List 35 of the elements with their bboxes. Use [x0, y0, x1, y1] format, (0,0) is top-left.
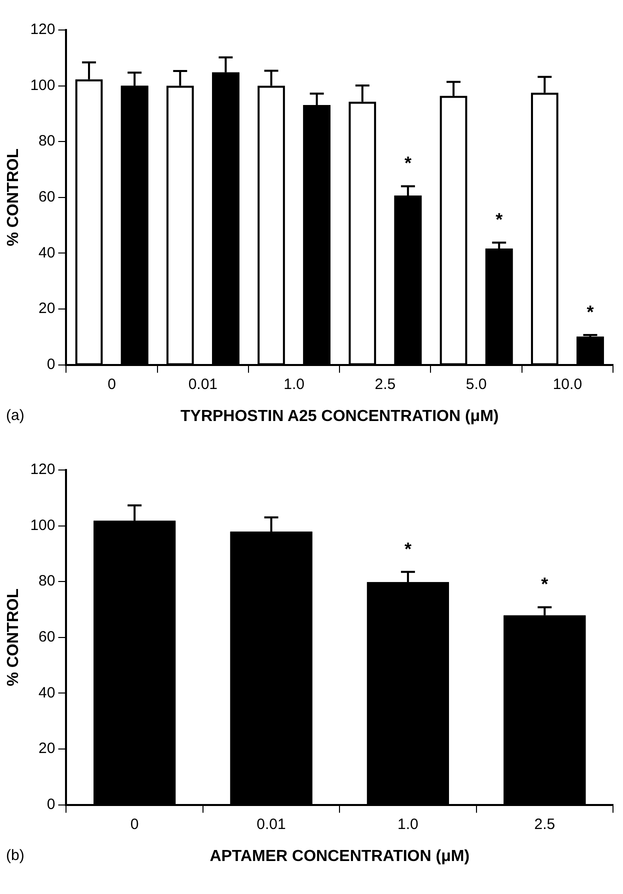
- annotation: *: [496, 210, 503, 230]
- y-tick-label: 60: [38, 188, 56, 206]
- annotation: *: [586, 302, 594, 322]
- text: (b): [6, 847, 24, 864]
- x-tick-label: 0.01: [256, 816, 286, 833]
- x-tick-label: 2.5: [534, 816, 556, 833]
- x-axis-title: APTAMER CONCENTRATION (μM): [210, 848, 470, 865]
- y-axis-title: % CONTROL: [5, 588, 22, 686]
- y-tick-label: 100: [30, 516, 56, 534]
- annotation: *: [404, 538, 412, 559]
- y-tick-label: 0: [46, 356, 56, 373]
- y-tick-label: 20: [38, 300, 56, 318]
- y-tick-label: 80: [38, 572, 56, 590]
- x-tick-label: 2.5: [374, 376, 396, 393]
- x-tick-label: 0.01: [188, 376, 218, 393]
- x-tick-label: 10.0: [552, 376, 582, 393]
- y-tick-label: 0: [46, 796, 56, 813]
- y-axis-title: % CONTROL: [5, 148, 22, 246]
- y-tick-label: 120: [30, 21, 56, 38]
- y-tick-label: 20: [38, 740, 56, 758]
- y-tick-label: 120: [30, 461, 56, 478]
- x-tick-label: 5.0: [466, 376, 487, 393]
- y-tick-label: 40: [38, 684, 56, 702]
- x-tick-label: 1.0: [398, 816, 418, 833]
- y-tick-label: 100: [30, 76, 56, 94]
- x-tick-label: 0: [108, 376, 116, 393]
- x-axis-title: TYRPHOSTIN A25 CONCENTRATION (μM): [180, 408, 499, 425]
- annotation: *: [541, 574, 548, 594]
- y-tick-label: 80: [38, 132, 56, 150]
- x-tick-label: 0: [130, 816, 139, 833]
- y-tick-label: 40: [38, 244, 56, 262]
- x-tick-label: 1.0: [284, 376, 304, 393]
- annotation: *: [404, 153, 412, 174]
- text: (a): [6, 407, 24, 424]
- y-tick-label: 60: [38, 628, 56, 646]
